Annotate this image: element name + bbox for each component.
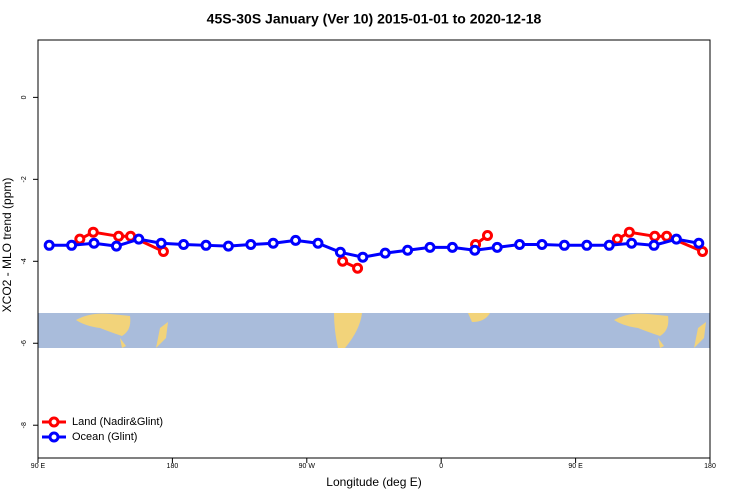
data-point <box>697 245 709 257</box>
data-point <box>43 239 55 251</box>
y-axis-label: XCO2 - MLO trend (ppm) <box>0 178 14 313</box>
data-point <box>245 238 257 250</box>
data-point <box>74 233 86 245</box>
x-tick-label: 90 E <box>31 463 46 470</box>
land-shape <box>334 313 362 348</box>
data-point <box>178 238 190 250</box>
data-point <box>87 226 99 238</box>
data-point <box>200 239 212 251</box>
data-point <box>357 251 369 263</box>
data-point <box>110 240 122 252</box>
data-point <box>290 234 302 246</box>
x-tick-label: 90 W <box>299 463 316 470</box>
plot-frame <box>37 39 711 459</box>
data-point <box>267 237 279 249</box>
data-point <box>113 230 125 242</box>
data-point <box>514 238 526 250</box>
data-point <box>623 226 635 238</box>
legend-marker <box>48 431 60 443</box>
y-tick-label: -2 <box>21 176 28 182</box>
x-tick-label: 0 <box>439 463 443 470</box>
legend-label: Land (Nadir&Glint) <box>72 416 163 428</box>
data-point <box>603 239 615 251</box>
y-tick-label: -8 <box>21 422 28 428</box>
data-point <box>402 244 414 256</box>
data-point <box>469 244 481 256</box>
data-point <box>581 239 593 251</box>
data-point <box>661 230 673 242</box>
legend-marker <box>48 416 60 428</box>
land-shape <box>614 313 669 336</box>
series-line <box>49 237 700 259</box>
data-point <box>133 233 145 245</box>
data-point <box>693 237 705 249</box>
data-point <box>334 246 346 258</box>
land-shape <box>694 322 706 348</box>
data-point <box>491 241 503 253</box>
land-shape <box>76 313 131 336</box>
data-point <box>558 239 570 251</box>
y-tick-label: -6 <box>21 340 28 346</box>
x-tick-label: 180 <box>167 463 179 470</box>
data-point <box>611 233 623 245</box>
y-tick-label: 0 <box>21 95 28 99</box>
land-shape <box>468 313 490 322</box>
data-point <box>481 229 493 241</box>
x-tick-label: 180 <box>704 463 716 470</box>
data-point <box>446 241 458 253</box>
ocean-background <box>38 313 710 348</box>
data-point <box>337 255 349 267</box>
data-point <box>155 237 167 249</box>
land-shape <box>156 322 168 348</box>
data-point <box>222 240 234 252</box>
land-shape <box>120 338 126 348</box>
data-point <box>352 262 364 274</box>
legend-label: Ocean (Glint) <box>72 431 137 443</box>
data-point <box>424 241 436 253</box>
data-point <box>626 237 638 249</box>
data-point <box>379 247 391 259</box>
map-band <box>38 313 710 348</box>
data-point <box>88 237 100 249</box>
x-tick-label: 90 E <box>568 463 583 470</box>
data-point <box>649 230 661 242</box>
data-point <box>66 239 78 251</box>
x-axis-label: Longitude (deg E) <box>326 475 421 489</box>
chart-title: 45S-30S January (Ver 10) 2015-01-01 to 2… <box>207 11 542 27</box>
data-point <box>536 238 548 250</box>
data-point <box>670 233 682 245</box>
land-shape <box>658 338 664 348</box>
data-point <box>648 239 660 251</box>
data-point <box>312 237 324 249</box>
y-tick-label: -4 <box>21 258 28 264</box>
